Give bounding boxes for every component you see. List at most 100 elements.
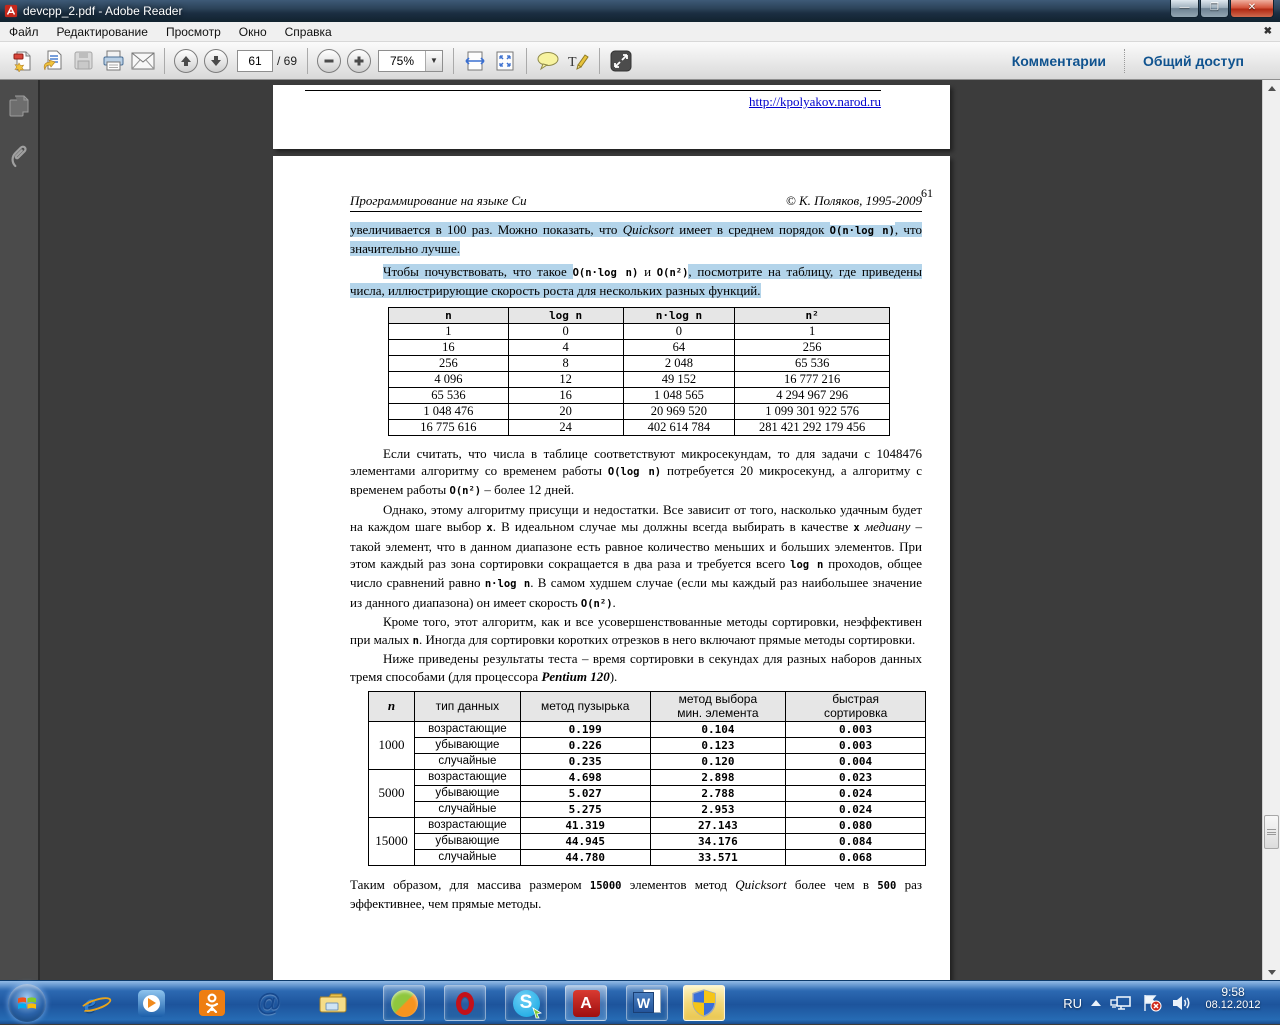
growth-table-body: 1 0 0 1 16 4 64 256 256 8 2 048 65 536 4 096 12 49 152… — [388, 322, 890, 436]
convert-online-button[interactable] — [38, 46, 68, 76]
menu-item-help[interactable]: Справка — [284, 24, 332, 39]
internet-explorer-icon: e — [79, 990, 113, 1017]
page-up-button[interactable] — [174, 48, 198, 73]
page-footer-rule — [305, 90, 881, 91]
zoom-out-button[interactable] — [317, 48, 342, 73]
email-icon — [131, 52, 155, 69]
save-button[interactable] — [68, 46, 98, 76]
maximize-button[interactable]: ❐ — [1200, 0, 1229, 18]
table-row: убывающие 0.226 0.123 0.003 — [369, 736, 926, 754]
folder-icon — [319, 993, 347, 1013]
taskbar-odnoklassniki[interactable] — [195, 987, 229, 1019]
vertical-scrollbar[interactable] — [1262, 80, 1280, 980]
zoom-in-button[interactable] — [347, 48, 372, 73]
bench-col-header: тип данных — [413, 690, 521, 722]
minimize-button[interactable]: — — [1170, 0, 1199, 18]
page-down-button[interactable] — [204, 48, 228, 73]
word-icon: W — [633, 989, 661, 1017]
attachments-paperclip-icon[interactable] — [8, 144, 30, 170]
taskbar-word[interactable]: W — [626, 985, 668, 1021]
table-row: убывающие 44.945 34.176 0.084 — [369, 832, 926, 850]
page-number-input[interactable] — [237, 49, 273, 72]
taskbar-defender[interactable] — [683, 985, 725, 1021]
fullscreen-button[interactable] — [606, 46, 636, 76]
adobe-reader-icon: A — [572, 989, 600, 1017]
menu-item-edit[interactable]: Редактирование — [56, 24, 148, 39]
system-tray: RU — [1063, 981, 1192, 1025]
page-header: Программирование на языке Си © К. Поляко… — [350, 193, 922, 212]
pdf-page-61: 61 Программирование на языке Си © К. Пол… — [273, 156, 950, 980]
taskbar-opera[interactable] — [444, 985, 486, 1021]
page-header-right: © К. Поляков, 1995-2009 — [785, 193, 922, 208]
convert-online-icon — [43, 50, 62, 70]
email-button[interactable] — [128, 46, 158, 76]
footer-link[interactable]: http://kpolyakov.narod.ru — [748, 94, 881, 109]
taskbar-clock[interactable]: 9:58 08.12.2012 — [1196, 985, 1270, 1011]
close-document-icon[interactable]: ✖ — [1263, 26, 1272, 37]
taskbar-media-player[interactable] — [134, 987, 168, 1019]
paragraph: Кроме того, этот алгоритм, как и все усо… — [350, 614, 922, 647]
taskbar: e @ S A W — [0, 980, 1280, 1024]
volume-icon[interactable] — [1172, 994, 1192, 1012]
scroll-up-arrow[interactable] — [1263, 80, 1280, 96]
start-button[interactable] — [8, 984, 46, 1022]
fullscreen-icon — [610, 50, 632, 71]
zoom-level-value: 75% — [390, 53, 415, 68]
plus-icon — [354, 56, 364, 65]
taskbar-mailru[interactable]: @ — [252, 987, 286, 1019]
toolbar: / 69 75% ▼ T — [0, 42, 1280, 80]
taskbar-adobe-reader[interactable]: A — [565, 985, 607, 1021]
table-row: 65 536 16 1 048 565 4 294 967 296 — [388, 386, 890, 404]
fit-page-button[interactable] — [490, 46, 520, 76]
taskbar-internet-explorer[interactable]: e — [73, 987, 113, 1019]
table-row: 5000 возрастающие 4.698 2.898 0.023 — [368, 768, 926, 818]
menu-item-window[interactable]: Окно — [238, 24, 267, 39]
open-file-button[interactable] — [8, 46, 38, 76]
zoom-level-select[interactable]: 75% ▼ — [378, 49, 444, 72]
action-center-alert-icon[interactable] — [1141, 994, 1163, 1012]
menu-item-view[interactable]: Просмотр — [165, 24, 221, 39]
cursor-icon — [531, 1006, 542, 1018]
scroll-down-arrow[interactable] — [1263, 964, 1280, 980]
bench-col-header: n — [368, 690, 415, 722]
growth-col-header: log n — [507, 306, 624, 324]
taskbar-skype[interactable]: S — [505, 985, 547, 1021]
title-bar: devcpp_2.pdf - Adobe Reader — ❐ ✕ — [0, 0, 1280, 22]
paragraph: Ниже приведены результаты теста – время … — [350, 651, 922, 684]
language-indicator[interactable]: RU — [1063, 995, 1082, 1011]
taskbar-explorer[interactable] — [316, 987, 350, 1019]
growth-table-header: n log n n·log n n² — [388, 306, 890, 324]
share-panel-button[interactable]: Общий доступ — [1143, 53, 1244, 69]
network-icon[interactable] — [1110, 994, 1132, 1012]
page-total-label: / 69 — [277, 53, 298, 68]
table-row: 16 4 64 256 — [388, 338, 890, 356]
hidden-icons-arrow[interactable] — [1091, 1000, 1101, 1006]
print-button[interactable] — [98, 46, 128, 76]
comments-panel-button[interactable]: Комментарии — [1011, 53, 1107, 69]
toolbar-separator — [453, 47, 455, 74]
table-row: случайные 5.275 2.953 0.024 — [369, 800, 926, 818]
toolbar-separator — [526, 47, 528, 74]
paragraph: Чтобы почувствовать, что такое O(n·log n… — [350, 263, 923, 299]
comment-bubble-icon — [537, 51, 559, 70]
page-thumbnails-icon[interactable] — [8, 94, 30, 118]
navigation-sidebar — [0, 80, 40, 980]
svg-text:T: T — [568, 55, 577, 70]
fit-width-button[interactable] — [460, 46, 490, 76]
comment-button[interactable] — [533, 46, 563, 76]
chevron-down-icon[interactable]: ▼ — [425, 50, 443, 71]
highlight-text-button[interactable]: T — [563, 46, 593, 76]
table-row: 256 8 2 048 65 536 — [388, 354, 890, 372]
benchmark-table-header: n тип данных метод пузырька метод выбора ми… — [368, 690, 926, 722]
menu-item-file[interactable]: Файл — [9, 24, 39, 39]
scrollbar-thumb[interactable] — [1264, 815, 1279, 849]
page-number: 61 — [921, 186, 933, 200]
close-button[interactable]: ✕ — [1230, 0, 1274, 18]
clock-date: 08.12.2012 — [1205, 999, 1261, 1011]
taskbar-green-orange-app[interactable] — [383, 985, 425, 1021]
highlight-text-icon: T — [568, 53, 589, 70]
growth-col-header: n — [388, 306, 509, 324]
growth-col-header: n·log n — [622, 306, 736, 324]
pdf-page-60-fragment: http://kpolyakov.narod.ru — [273, 85, 950, 149]
